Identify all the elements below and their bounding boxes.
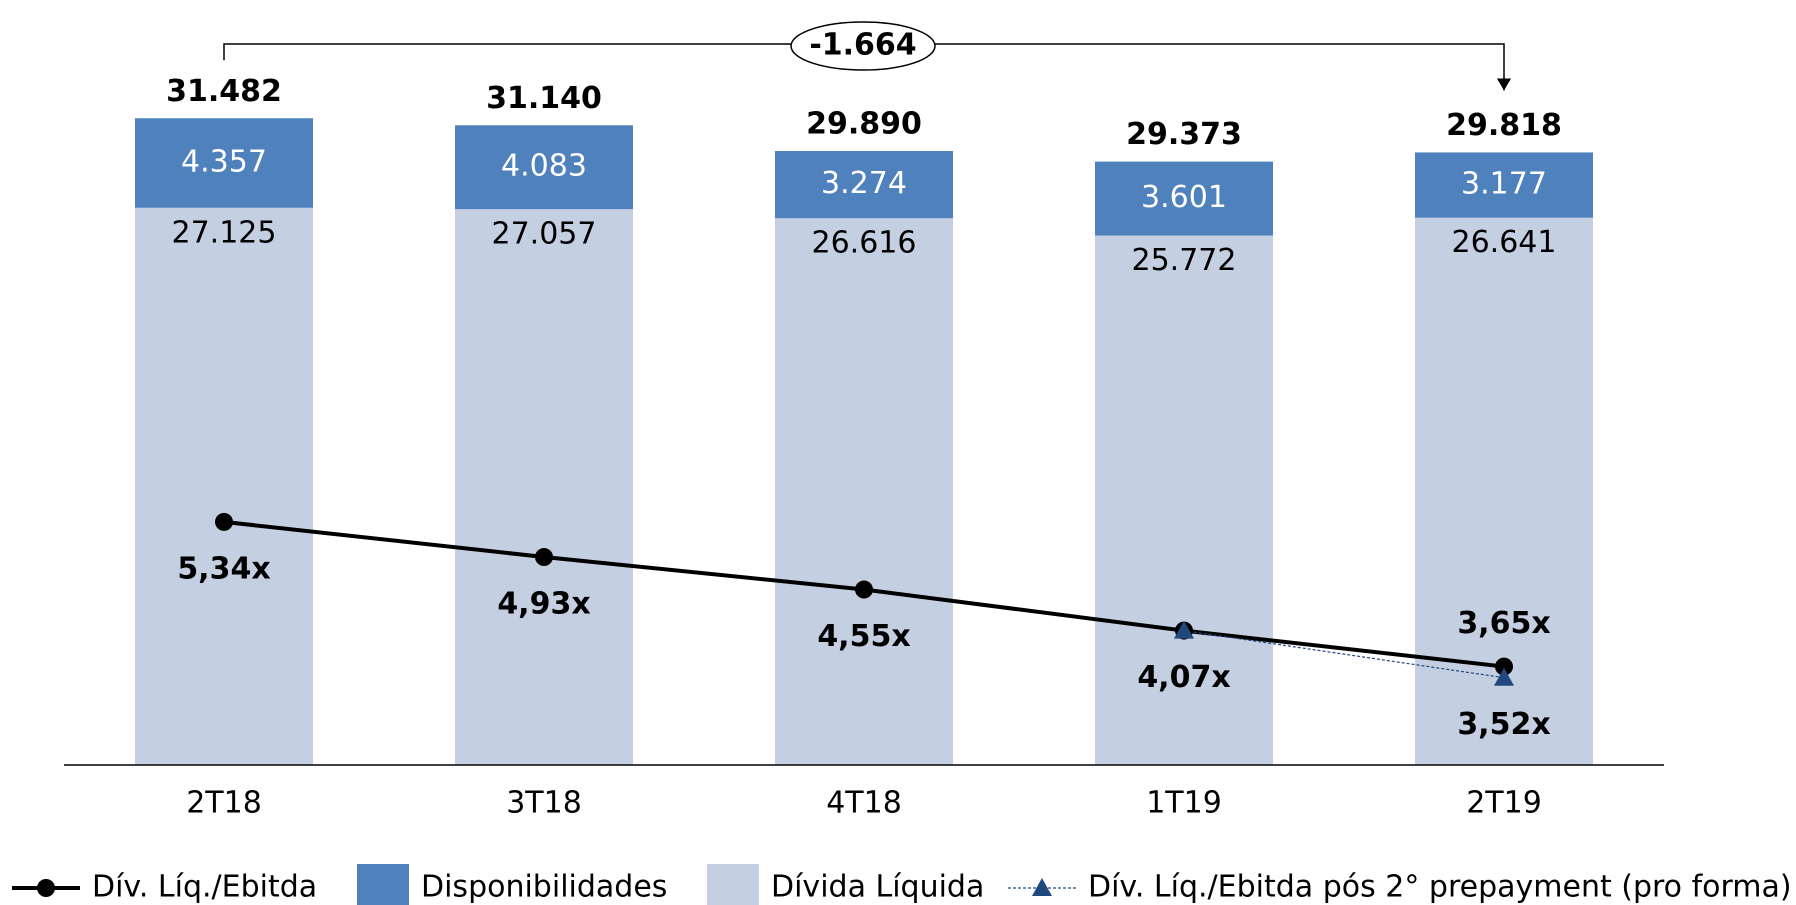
line [1183, 630, 1505, 679]
bar-segment [455, 209, 633, 765]
legend-label: Dív. Líq./Ebitda pós 2° prepayment (pro … [1088, 870, 1792, 905]
legend-swatch [707, 864, 759, 905]
total-label: 31.140 [486, 81, 602, 116]
x-tick-label: 2T19 [1466, 786, 1542, 821]
line-marker [1495, 657, 1513, 676]
annotation-bubble [790, 21, 936, 71]
total-label: 31.482 [166, 74, 282, 109]
legend-label: Disponibilidades [421, 870, 667, 905]
x-tick-label: 1T19 [1146, 786, 1222, 821]
value-label: 26.616 [812, 226, 917, 261]
bar-segment [775, 150, 953, 219]
annotation: -1.664 [809, 28, 916, 63]
bar-segment [455, 125, 633, 210]
line-label: 5,34x [177, 551, 270, 586]
line-label: 4,93x [497, 587, 590, 622]
arrow-head [1497, 78, 1511, 91]
total-label: 29.890 [806, 106, 922, 141]
line-label: 4,07x [1137, 660, 1230, 695]
x-tick-label: 4T18 [826, 786, 902, 821]
legend-label: Dív. Líq./Ebitda [92, 870, 317, 905]
total-label: 29.373 [1126, 117, 1242, 152]
value-label: 4.357 [181, 145, 267, 180]
bar-segment [1095, 235, 1273, 766]
bar-segment [775, 218, 953, 765]
value-label: 27.125 [172, 215, 277, 250]
value-label: 4.083 [501, 149, 587, 184]
legend-label: Dívida Líquida [771, 870, 984, 905]
bar-segment [135, 207, 313, 765]
x-tick-label: 2T18 [186, 786, 262, 821]
x-tick-label: 3T18 [506, 786, 582, 821]
line-marker [1494, 667, 1514, 686]
line-label: 3,65x [1457, 606, 1550, 641]
legend-swatch [37, 879, 55, 897]
bar-segment [1095, 161, 1273, 236]
bar-segment [135, 118, 313, 208]
value-label: 3.177 [1461, 167, 1547, 202]
line-marker [855, 580, 873, 599]
legend-swatch [357, 864, 409, 905]
legend-swatch [1032, 878, 1052, 896]
value-label: 3.274 [821, 166, 907, 201]
value-label: 25.772 [1132, 243, 1237, 278]
line-label: 4,55x [817, 619, 910, 654]
line-marker [1174, 620, 1194, 639]
line-marker [535, 548, 553, 567]
value-label: 27.057 [492, 217, 597, 252]
value-label: 3.601 [1141, 180, 1227, 215]
bar-segment [1415, 152, 1593, 218]
line-label: 3,52x [1457, 707, 1550, 742]
line-marker [215, 512, 233, 531]
value-label: 26.641 [1452, 225, 1557, 260]
total-label: 29.818 [1446, 108, 1562, 143]
